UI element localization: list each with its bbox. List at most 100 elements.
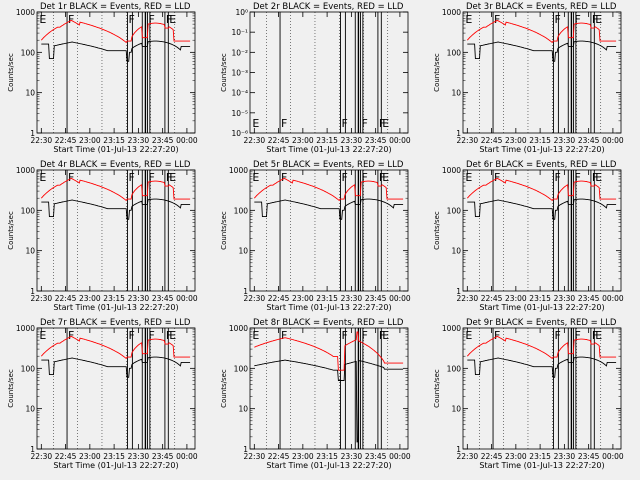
flag-label: E	[465, 171, 472, 184]
flag-label: F	[574, 13, 580, 26]
series-lld-line	[40, 177, 191, 202]
x-tick-label: 22:30	[244, 294, 266, 303]
flag-label: F	[342, 171, 348, 184]
flag-label: F	[574, 329, 580, 342]
flag-label: E	[252, 171, 259, 184]
y-tick-label: 100	[21, 364, 36, 373]
x-tick-label: 22:45	[481, 452, 503, 461]
flag-label: F	[379, 117, 385, 130]
panel-det-8: Det 8r BLACK = Events, RED = LLD 1 10 100 10…	[220, 318, 411, 470]
y-tick-label: 100	[447, 48, 462, 57]
y-tick-label: 10	[238, 247, 248, 256]
panel-title: Det 3r BLACK = Events, RED = LLD	[466, 2, 617, 12]
x-tick-label: 23:30	[128, 294, 150, 303]
flag-label: F	[494, 171, 500, 184]
x-tick-label: 22:30	[457, 294, 479, 303]
x-tick-label: 00:00	[602, 294, 624, 303]
y-tick-label: 10	[25, 247, 35, 256]
x-tick-label: 23:30	[341, 136, 363, 145]
flag-label: F	[68, 171, 74, 184]
axes-frame	[462, 11, 622, 134]
y-tick-label: 100	[234, 364, 249, 373]
x-tick-label: 22:45	[481, 294, 503, 303]
axes-frame	[462, 327, 622, 450]
flag-label: E	[39, 13, 46, 26]
x-tick-label: 22:45	[268, 294, 290, 303]
x-tick-label: 23:30	[128, 452, 150, 461]
axes-frame	[36, 327, 196, 450]
x-axis-label: Start Time (01-Jul-13 22:27:20)	[266, 145, 391, 154]
series-events-line	[254, 198, 404, 220]
x-tick-label: 23:15	[103, 294, 125, 303]
y-axis-label: Counts/sec	[220, 369, 228, 408]
x-tick-label: 23:00	[505, 452, 527, 461]
y-tick-label: 1000	[229, 324, 248, 333]
series-lld-line	[466, 335, 617, 360]
flag-label: F	[361, 171, 367, 184]
y-tick-label: 1	[30, 129, 35, 138]
series-lld-line	[466, 177, 617, 202]
x-axis-label: Start Time (01-Jul-13 22:27:20)	[53, 145, 178, 154]
axes-frame	[249, 169, 409, 292]
y-tick-label: 1	[243, 445, 248, 454]
x-tick-label: 22:45	[55, 136, 77, 145]
flag-label: F	[361, 329, 367, 342]
flag-label: F	[342, 117, 348, 130]
x-axis-label: Start Time (01-Jul-13 22:27:20)	[53, 303, 178, 312]
y-tick-label: 10⁻²	[231, 48, 248, 57]
x-axis-label: Start Time (01-Jul-13 22:27:20)	[53, 461, 178, 470]
y-tick-label: 10⁻⁴	[231, 89, 248, 98]
flag-label: F	[129, 329, 135, 342]
series-events-line	[41, 198, 191, 220]
y-tick-label: 1	[30, 287, 35, 296]
x-tick-label: 23:00	[79, 452, 101, 461]
y-tick-label: 100	[234, 206, 249, 215]
flag-label: F	[592, 13, 598, 26]
y-tick-label: 1000	[442, 8, 461, 17]
flag-label: E	[252, 329, 259, 342]
series-events-line	[467, 356, 617, 378]
x-tick-label: 23:00	[79, 294, 101, 303]
x-tick-label: 23:30	[341, 452, 363, 461]
flag-label: F	[148, 13, 154, 26]
x-tick-label: 00:00	[389, 294, 411, 303]
x-tick-label: 23:15	[316, 136, 338, 145]
y-tick-label: 1	[456, 287, 461, 296]
x-tick-label: 23:45	[578, 452, 600, 461]
panel-title: Det 1r BLACK = Events, RED = LLD	[40, 2, 191, 12]
y-tick-label: 10⁻⁵	[231, 109, 248, 118]
y-tick-label: 100	[21, 48, 36, 57]
y-tick-label: 1000	[229, 166, 248, 175]
panel-title: Det 5r BLACK = Events, RED = LLD	[253, 160, 404, 170]
y-tick-label: 1	[243, 287, 248, 296]
x-tick-label: 22:30	[457, 452, 479, 461]
panel-title: Det 9r BLACK = Events, RED = LLD	[466, 318, 617, 328]
y-tick-label: 1	[456, 129, 461, 138]
panel-title: Det 4r BLACK = Events, RED = LLD	[40, 160, 191, 170]
panel-det-1: Det 1r BLACK = Events, RED = LLD 1 10 100 10…	[7, 2, 198, 154]
flag-label: F	[555, 329, 561, 342]
flag-label: F	[379, 171, 385, 184]
flag-label: F	[342, 329, 348, 342]
flag-label: E	[595, 171, 602, 184]
x-tick-label: 22:45	[55, 294, 77, 303]
x-tick-label: 22:30	[457, 136, 479, 145]
panel-title: Det 8r BLACK = Events, RED = LLD	[253, 318, 404, 328]
x-tick-label: 23:00	[292, 294, 314, 303]
panel-title: Det 6r BLACK = Events, RED = LLD	[466, 160, 617, 170]
x-tick-label: 22:30	[31, 136, 53, 145]
y-tick-label: 10⁰	[235, 8, 248, 17]
series-lld-line	[466, 19, 617, 44]
flag-label: E	[595, 329, 602, 342]
panel-det-4: Det 4r BLACK = Events, RED = LLD 1 10 100 10…	[7, 160, 198, 312]
y-axis-label: Counts/sec	[433, 211, 441, 250]
x-tick-label: 00:00	[176, 294, 198, 303]
flag-label: F	[68, 13, 74, 26]
y-tick-label: 100	[447, 364, 462, 373]
flag-label: E	[382, 171, 389, 184]
x-tick-label: 23:45	[365, 136, 387, 145]
x-tick-label: 23:30	[341, 294, 363, 303]
flag-label: F	[68, 329, 74, 342]
flag-label: F	[129, 171, 135, 184]
